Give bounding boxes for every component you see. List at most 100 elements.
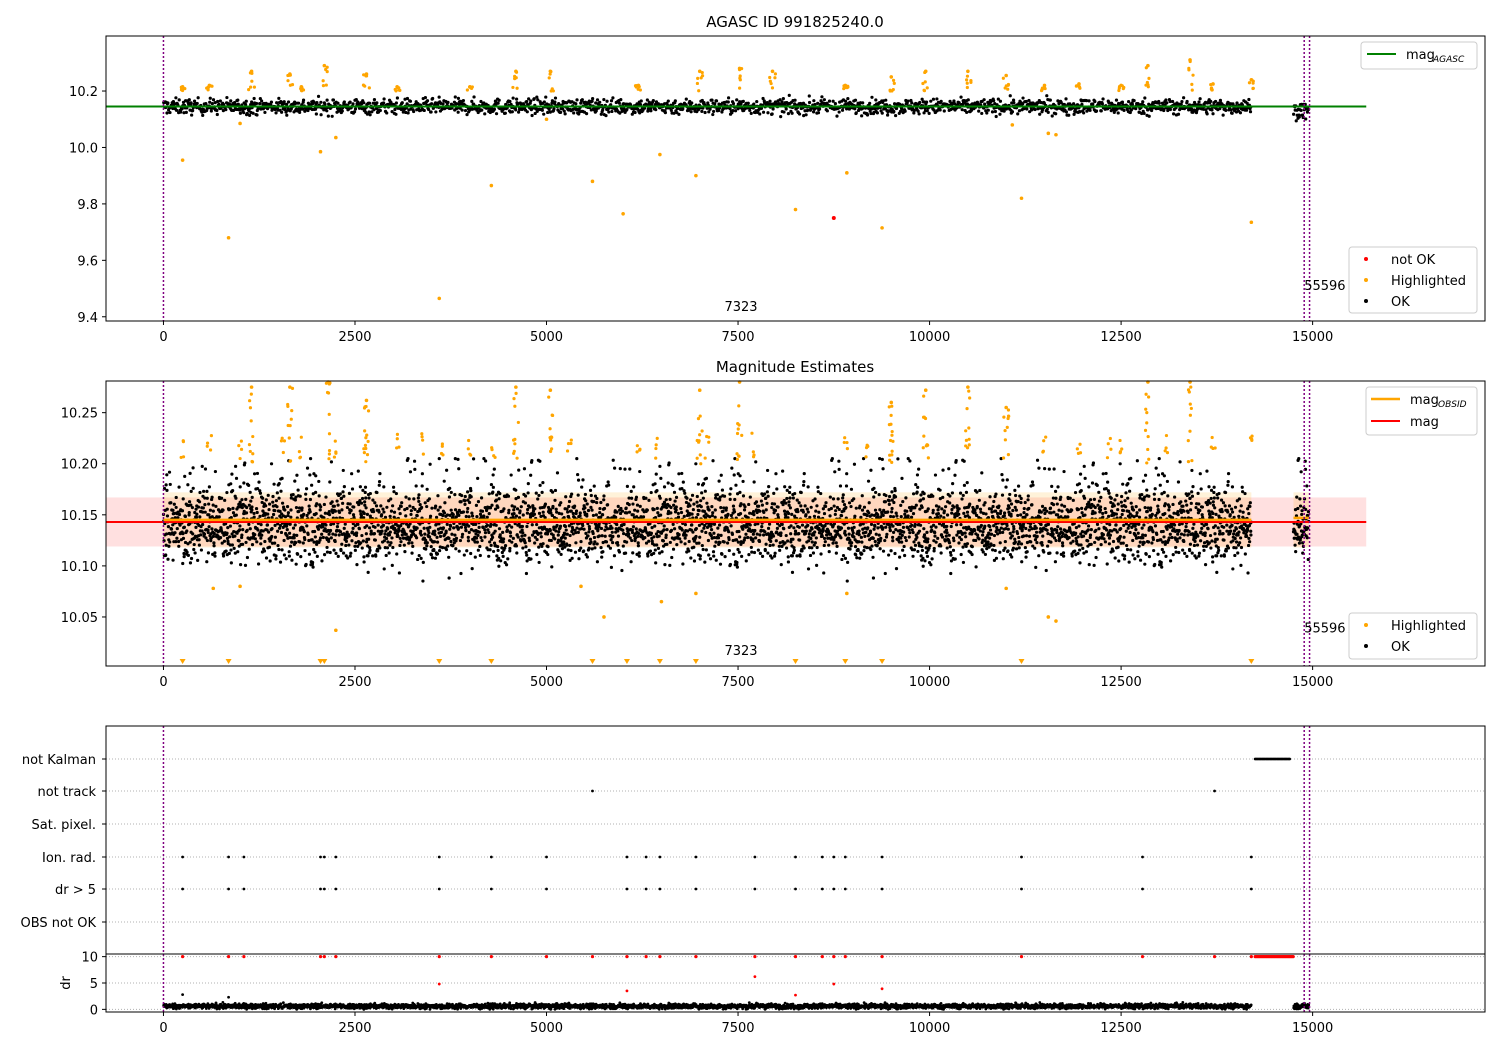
ok-point (238, 111, 243, 115)
ok-point (786, 560, 791, 564)
ok-point (557, 101, 561, 106)
ok-point (550, 99, 554, 103)
ok-point (470, 99, 474, 103)
ok-point (274, 111, 278, 115)
ok-point (881, 99, 885, 103)
ok-point (814, 509, 818, 513)
ok-point (697, 523, 702, 527)
ok-point (523, 501, 528, 505)
ok-point (653, 482, 657, 486)
ok-point (241, 528, 245, 532)
ok-point (485, 515, 489, 519)
ok-point (684, 533, 688, 537)
ok-point (407, 541, 411, 545)
ok-point (868, 101, 872, 105)
ok-point (258, 491, 263, 495)
ok-point (491, 490, 495, 494)
ok-point (398, 536, 402, 541)
ok-point (797, 501, 801, 505)
ok-point (453, 493, 457, 497)
ok-point (809, 536, 813, 541)
ok-point (706, 101, 710, 105)
ok-point (633, 110, 637, 115)
ok-point (292, 533, 296, 537)
ok-point (525, 99, 529, 104)
ok-point (654, 561, 658, 565)
ok-point (982, 98, 986, 102)
ok-point (681, 480, 685, 484)
ok-point (721, 509, 725, 514)
ok-point (1185, 99, 1189, 104)
ok-point (1064, 110, 1069, 114)
ok-point (296, 488, 300, 492)
ok-point (301, 98, 306, 102)
ok-point (454, 547, 458, 551)
ok-point (432, 540, 437, 544)
ok-point (463, 525, 468, 530)
ok-point (387, 551, 391, 555)
ok-point (767, 485, 771, 489)
ok-point (494, 523, 498, 527)
ok-point (469, 495, 473, 499)
ok-point (405, 506, 409, 511)
ok-point (483, 535, 487, 539)
ok-point (593, 540, 597, 544)
ok-point (1093, 99, 1097, 104)
ok-point (688, 106, 692, 111)
ok-point (1205, 112, 1209, 116)
ok-point (351, 526, 355, 530)
ok-point (695, 500, 699, 504)
highlighted-point (367, 86, 371, 90)
ok-point (751, 510, 756, 514)
ok-point (649, 490, 653, 495)
ok-point (496, 101, 500, 105)
highlighted-point (1210, 87, 1214, 91)
ok-point (575, 457, 579, 461)
ok-point (404, 532, 408, 536)
ok-point (806, 567, 811, 571)
ok-point (711, 112, 715, 117)
ok-point (325, 98, 329, 102)
highlighted-point (1117, 84, 1122, 89)
ok-point (713, 508, 717, 512)
ok-point (1045, 94, 1049, 98)
not-ok-legend-label: not OK (1391, 253, 1436, 268)
ok-point (286, 511, 290, 515)
ok-point (298, 110, 302, 114)
ok-point (739, 502, 743, 506)
ok-point (758, 551, 762, 555)
highlighted-point (700, 70, 704, 75)
ok-point (421, 560, 425, 564)
ok-point (860, 114, 864, 118)
ok-point (217, 515, 221, 519)
ok-point (265, 106, 270, 111)
ok-point (312, 547, 316, 552)
ok-point (476, 548, 480, 552)
ok-point (880, 111, 884, 115)
ok-point (1130, 102, 1134, 107)
highlighted-point (965, 81, 969, 85)
ok-point (211, 98, 216, 102)
highlighted-point (921, 81, 925, 86)
ok-point (467, 500, 472, 505)
ok-point (598, 511, 602, 515)
ok-point (1101, 97, 1105, 101)
ok-point (793, 491, 797, 496)
ok-point (537, 560, 541, 565)
ok-point (1162, 107, 1166, 111)
ok-point (385, 111, 389, 115)
ok-point (167, 544, 171, 548)
ok-point (185, 529, 189, 533)
ok-point (655, 543, 659, 547)
ok-point (566, 510, 570, 514)
ok-point (755, 532, 759, 536)
ok-point (761, 533, 766, 537)
ok-point (497, 527, 502, 531)
ok-point (666, 481, 670, 485)
ok-point (174, 108, 179, 112)
ok-point (1143, 96, 1147, 100)
highlighted-point (1187, 68, 1191, 72)
ok-point (389, 497, 393, 501)
ok-point (716, 526, 720, 530)
ok-point (252, 511, 256, 516)
